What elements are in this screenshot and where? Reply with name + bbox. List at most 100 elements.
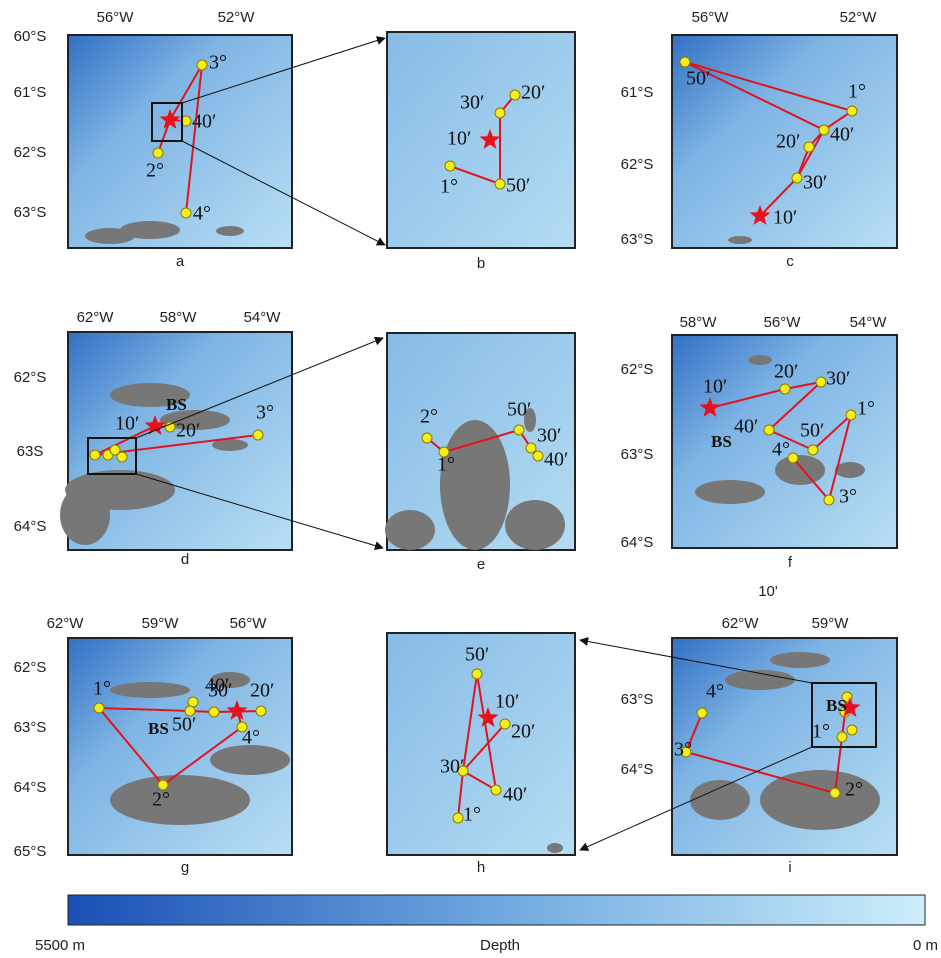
station [510,90,520,100]
stray-label: 10' [758,583,778,600]
station-label: 30′ [537,425,561,447]
land [505,500,565,550]
station-label: 50′ [506,175,530,197]
station [453,813,463,823]
station [819,125,829,135]
station-label: 1° [437,454,455,476]
annotation: BS [166,395,187,414]
lon-label: 58°W [680,314,718,331]
station-label: 50′ [507,399,531,421]
station-label: 50′ [686,68,710,90]
station-label: 1° [440,176,458,198]
figure: 5500 m Depth 0 m 10' a56°W52°W60°S61°S62… [0,0,941,958]
station [808,445,818,455]
station-label: 4° [193,203,211,225]
station [472,669,482,679]
station-label: 10′ [115,413,139,435]
land [385,510,435,550]
station [780,384,790,394]
panel-label: i [788,859,791,876]
station-label: 3° [256,402,274,424]
station-label: 10′ [447,128,471,150]
lat-label: 64°S [621,534,654,551]
station-label: 3° [674,739,692,761]
lat-label: 62°S [14,659,47,676]
station [680,57,690,67]
station [188,697,198,707]
station-label: 40′ [830,124,854,146]
panel-label: f [788,554,793,571]
lon-label: 62°W [722,615,760,632]
station [256,706,266,716]
lat-label: 63S [17,443,44,460]
lat-label: 62°S [14,369,47,386]
panel-label: d [181,551,189,568]
panel-label: a [176,253,185,270]
station [526,443,536,453]
annotation: BS [826,696,847,715]
station [514,425,524,435]
station [697,708,707,718]
station [816,377,826,387]
station-label: 4° [706,681,724,703]
lon-label: 59°W [812,615,850,632]
station [792,173,802,183]
station-label: 2° [146,160,164,182]
lon-label: 52°W [840,9,878,26]
colorbar-max: 0 m [913,937,938,954]
land [835,462,865,478]
lat-label: 61°S [621,84,654,101]
lat-label: 62°S [621,361,654,378]
station-label: 3° [839,486,857,508]
lat-label: 64°S [14,779,47,796]
land [210,745,290,775]
panel-label: e [477,556,485,573]
station-label: 10′ [773,207,797,229]
station [209,707,219,717]
land [690,780,750,820]
track [190,711,261,712]
station [500,719,510,729]
lat-label: 63°S [14,719,47,736]
station-label: 3° [209,52,227,74]
panel-label: b [477,255,485,272]
station-label: 4° [242,727,260,749]
station [445,161,455,171]
station-label: 30′ [826,368,850,390]
lon-label: 59°W [142,615,180,632]
station-label: 20′ [774,361,798,383]
station [253,430,263,440]
station-label: 50′ [800,420,824,442]
station-label: 2° [845,779,863,801]
station-label: 2° [152,789,170,811]
station-label: 20′ [776,131,800,153]
annotation: BS [148,719,169,738]
land [728,236,752,244]
station [197,60,207,70]
lon-label: 56°W [692,9,730,26]
land [60,485,110,545]
lat-label: 63°S [621,446,654,463]
lon-label: 54°W [244,309,282,326]
colorbar-title: Depth [480,937,520,954]
land [547,843,563,853]
station-label: 30′ [440,756,464,778]
station [90,450,100,460]
land [748,355,772,365]
station-label: 30′ [208,680,232,702]
station-label: 20′ [176,420,200,442]
station-label: 20′ [250,680,274,702]
land [695,480,765,504]
station-label: 10′ [495,691,519,713]
land [110,682,190,698]
station [837,732,847,742]
station [533,451,543,461]
station [491,785,501,795]
lon-label: 62°W [47,615,85,632]
lat-label: 62°S [14,144,47,161]
lon-label: 56°W [230,615,268,632]
station-label: 2° [420,406,438,428]
lat-label: 61°S [14,84,47,101]
lat-label: 63°S [621,691,654,708]
lat-label: 63°S [621,231,654,248]
